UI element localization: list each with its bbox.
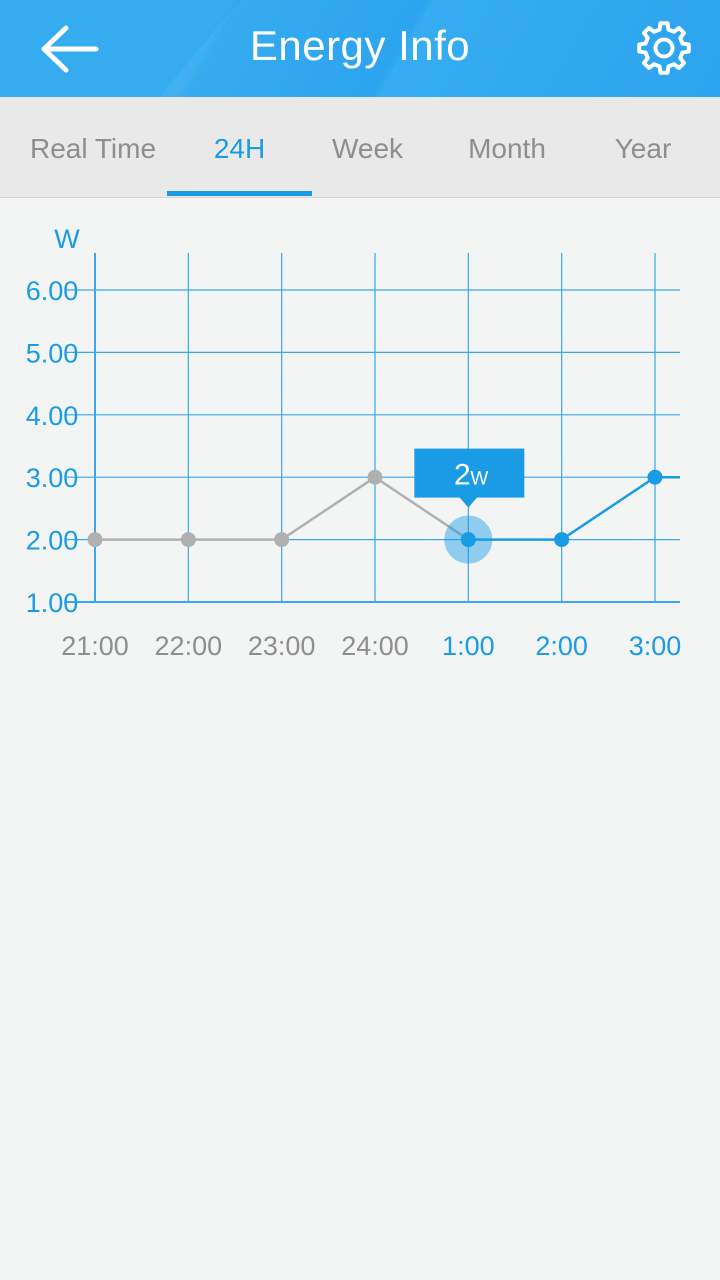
arrow-left-icon [41,25,99,73]
y-tick-label: 3.00 [26,463,79,493]
data-point[interactable] [274,532,290,548]
x-tick-label[interactable]: 22:00 [155,631,223,661]
period-tabs: Real Time 24H Week Month Year [0,97,720,198]
data-point[interactable] [647,469,663,485]
tab-year[interactable]: Year [614,133,672,164]
data-point[interactable] [87,532,103,548]
settings-button[interactable] [630,14,698,82]
series-line-segment [560,476,656,541]
x-tick-label[interactable]: 2:00 [535,631,588,661]
data-point[interactable] [180,532,196,548]
x-tick-label[interactable]: 21:00 [61,631,129,661]
y-tick-label: 6.00 [26,276,79,306]
app-header: Energy Info [0,0,720,97]
active-tab-indicator [167,191,312,196]
tab-month[interactable]: Month [468,133,546,164]
page-title: Energy Info [249,22,471,69]
x-tick-label[interactable]: 24:00 [341,631,409,661]
y-axis-unit-label: W [54,224,80,254]
data-point[interactable] [367,469,383,485]
data-point[interactable] [460,532,476,548]
energy-chart: W 6.00 5.00 4.00 3.00 2.00 1.00 21:00 22:00 23:00… [0,198,720,678]
y-tick-label: 2.00 [26,526,79,556]
y-tick-label: 4.00 [26,401,79,431]
data-point[interactable] [554,532,570,548]
tooltip-unit: W [470,469,488,490]
series-line-segment [280,476,376,541]
y-tick-label: 1.00 [26,588,79,618]
series-line-segment [374,476,470,541]
gear-icon [637,21,691,75]
tab-24h[interactable]: 24H [213,133,266,164]
x-tick-label[interactable]: 3:00 [629,631,682,661]
tab-real-time[interactable]: Real Time [29,133,157,164]
back-button[interactable] [30,18,110,80]
tab-week[interactable]: Week [331,133,404,164]
value-tooltip-pointer [459,497,478,508]
y-tick-label: 5.00 [26,338,79,368]
tooltip-value: 2 [454,459,471,492]
value-tooltip-box [414,448,525,498]
x-tick-label[interactable]: 1:00 [442,631,495,661]
x-tick-label[interactable]: 23:00 [248,631,316,661]
